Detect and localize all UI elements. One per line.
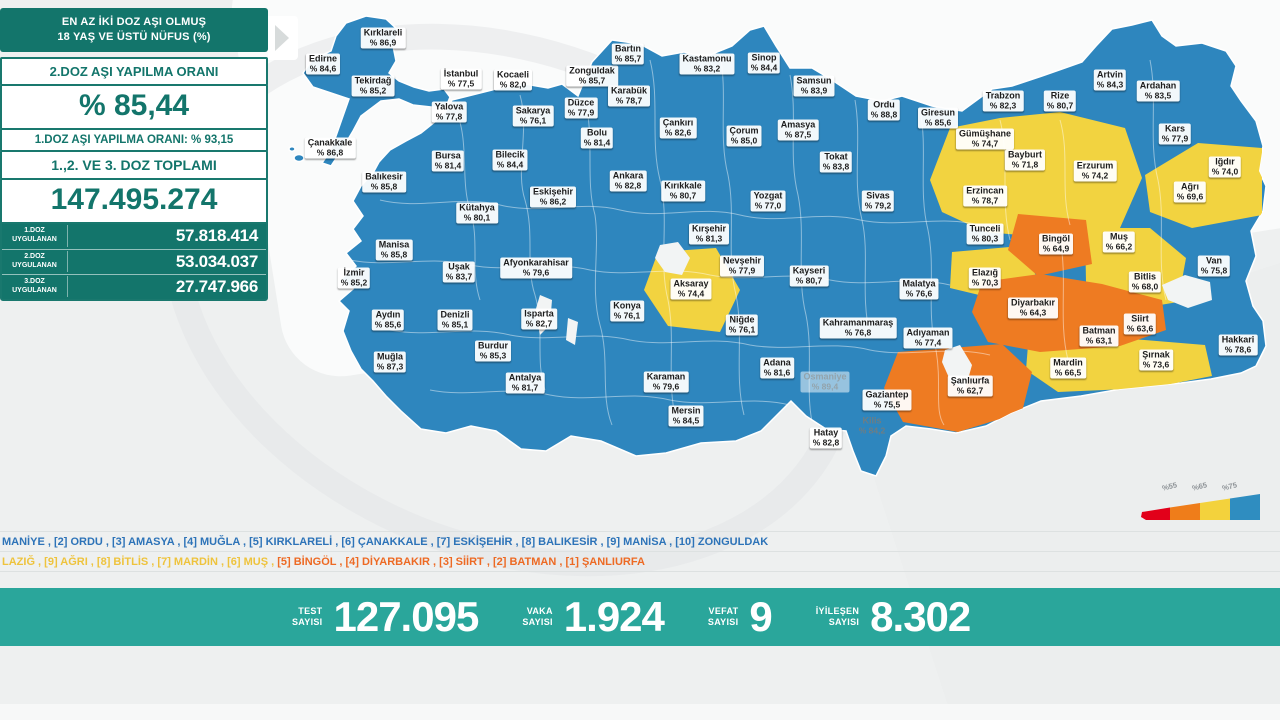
- turkey-map: [288, 15, 1267, 477]
- bottom-ten-yellow-part: LAZIĞ , [9] AĞRI , [8] BİTLİS , [7] MARD…: [2, 556, 278, 568]
- bottom-ten-line: LAZIĞ , [9] AĞRI , [8] BİTLİS , [7] MARD…: [0, 552, 1280, 572]
- dose2-rate-label: 2.DOZ AŞI YAPILMA ORANI: [0, 56, 268, 86]
- total-doses-label: 1.,2. VE 3. DOZ TOPLAMI: [0, 149, 268, 180]
- dose-row: 2.DOZ UYGULANAN 53.034.037: [2, 248, 266, 274]
- panel-header-line1: EN AZ İKİ DOZ AŞI OLMUŞ: [61, 16, 207, 28]
- scale-segment-yellow: [1200, 498, 1230, 520]
- lake-tuz: [655, 242, 690, 275]
- lake-van: [1162, 275, 1212, 308]
- bottom-strip: [0, 704, 1280, 720]
- scale-segment-orange: [1170, 503, 1200, 520]
- dose2-rate-value: % 85,44: [0, 83, 268, 130]
- daily-stats-bar: TEST SAYISI 127.095 VAKA SAYISI 1.924 VEFAT SAY…: [0, 588, 1280, 646]
- scale-segment-red: [1141, 507, 1170, 520]
- total-doses-value: 147.495.274: [0, 177, 268, 224]
- bottom-ten-orange-part: [5] BİNGÖL , [4] DİYARBAKIR , [3] SİİRT …: [277, 556, 645, 568]
- vaccination-panel: EN AZ İKİ DOZ AŞI OLMUŞ 18 YAŞ VE ÜSTÜ N…: [0, 8, 300, 301]
- panel-arrow-icon: [268, 16, 298, 60]
- dose-rows: 1.DOZ UYGULANAN 57.818.414 2.DOZ UYGULANAN 53…: [0, 221, 268, 301]
- rank-lines: MANİYE , [2] ORDU , [3] AMASYA , [4] MUĞ…: [0, 531, 1280, 572]
- stat-item: VEFAT SAYISI 9: [707, 593, 773, 640]
- dose1-rate-line: 1.DOZ AŞI YAPILMA ORANI: % 93,15: [0, 127, 268, 152]
- scale-wedge: [1141, 494, 1260, 520]
- color-scale-legend: %55 %65 %75: [1138, 480, 1270, 524]
- stat-item: İYİLEŞEN SAYISI 8.302: [815, 593, 972, 640]
- stat-item: VAKA SAYISI 1.924: [522, 593, 665, 640]
- lake-egirdir: [566, 318, 578, 345]
- dose-row: 1.DOZ UYGULANAN 57.818.414: [2, 224, 266, 249]
- scale-segment-blue: [1230, 494, 1260, 520]
- aegean-island-2: [288, 146, 296, 152]
- dose-row: 3.DOZ UYGULANAN 27.747.966: [2, 273, 266, 299]
- panel-header-line2: 18 YAŞ VE ÜSTÜ NÜFUS (%): [57, 30, 211, 43]
- aegean-island: [293, 153, 305, 163]
- stat-item: TEST SAYISI 127.095: [292, 593, 479, 640]
- top-ten-line: MANİYE , [2] ORDU , [3] AMASYA , [4] MUĞ…: [0, 531, 1280, 552]
- panel-header: EN AZ İKİ DOZ AŞI OLMUŞ 18 YAŞ VE ÜSTÜ N…: [0, 8, 268, 52]
